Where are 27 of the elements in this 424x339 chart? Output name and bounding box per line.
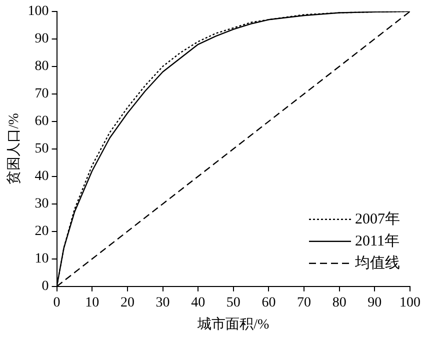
x-tick-label: 70 xyxy=(297,295,312,310)
x-axis-title: 城市面积/% xyxy=(196,316,270,332)
y-tick-label: 80 xyxy=(34,59,49,74)
x-tick-label: 40 xyxy=(191,295,206,310)
y-tick-label: 10 xyxy=(34,252,49,267)
x-tick-label: 20 xyxy=(120,295,134,310)
x-tick-label: 80 xyxy=(332,295,346,310)
y-tick-label: 40 xyxy=(34,169,49,184)
y-axis-title: 贫困人口/% xyxy=(6,112,22,185)
x-tick-label: 90 xyxy=(368,295,382,310)
y-tick-label: 30 xyxy=(34,196,49,212)
legend-label: 2011年 xyxy=(355,232,400,250)
x-tick-label: 100 xyxy=(400,295,420,310)
y-tick-label: 100 xyxy=(28,4,49,20)
x-tick-label: 30 xyxy=(156,295,170,310)
y-tick-label: 70 xyxy=(34,86,49,102)
y-tick-label: 20 xyxy=(34,224,49,240)
x-tick-label: 10 xyxy=(85,295,100,310)
legend-label: 均值线 xyxy=(354,254,400,272)
y-tick-label: 50 xyxy=(34,142,49,157)
y-tick-label: 90 xyxy=(34,32,49,47)
x-tick-label: 0 xyxy=(53,295,60,310)
x-tick-label: 60 xyxy=(262,295,276,310)
x-tick-label: 50 xyxy=(226,295,240,310)
y-tick-label: 0 xyxy=(42,279,49,294)
legend-label: 2007年 xyxy=(355,210,400,228)
y-tick-label: 60 xyxy=(34,114,49,130)
